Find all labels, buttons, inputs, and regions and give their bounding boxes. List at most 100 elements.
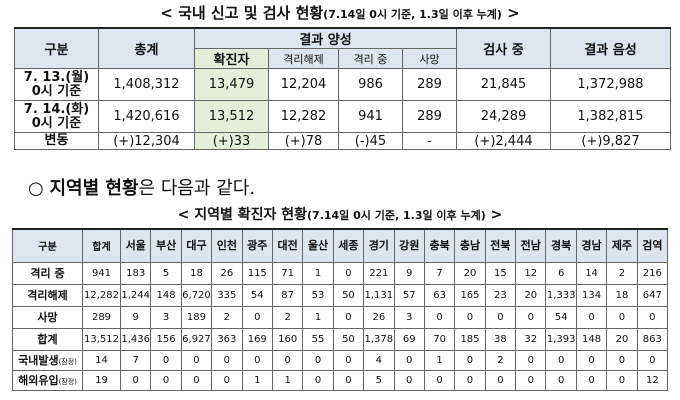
cell: 5	[363, 369, 395, 391]
cell: 0	[332, 369, 365, 391]
data-row: 국내발생(잠정) 14 7 0 0 0 0 0 0 0 4 0 1 0 2 0 0 0 0 0	[12, 349, 669, 371]
row-label: 7. 14.(화) 0시 기준	[14, 100, 99, 133]
header-cell: 전남	[515, 228, 547, 263]
cell: 26	[211, 261, 243, 285]
cell: 0	[636, 305, 669, 329]
cell: 63	[423, 283, 456, 307]
cell: 1,372,988	[550, 68, 671, 101]
cell: 1,378	[363, 327, 395, 351]
row-label-text: 격리 중	[30, 267, 65, 280]
row-label-text: 국내발생	[18, 354, 59, 367]
cell: 55	[302, 327, 334, 351]
cell: 57	[393, 283, 425, 307]
cell: 1,436	[119, 327, 152, 351]
row-label-text: 해외유입	[18, 374, 59, 387]
title-note: (7.14일 0시 기준, 1.3일 이후 누계)	[307, 209, 486, 222]
test-table: 구분 총계 결과 양성 검사 중 결과 음성 확진자 격리해제 격리 중 사망 7. 13.(월)…	[14, 27, 671, 150]
cell: 6,927	[180, 327, 213, 351]
cell: 165	[454, 283, 486, 307]
cell: 1,420,616	[98, 100, 195, 133]
row-label-note: (잠정)	[58, 358, 77, 366]
cell: 0	[575, 305, 608, 329]
cell: 0	[515, 305, 547, 329]
cell: 0	[211, 349, 243, 371]
cell: 0	[302, 349, 334, 371]
section-heading: ○ 지역별 현황은 다음과 같다.	[28, 174, 255, 200]
row-label-line: 0시 기준	[31, 115, 82, 131]
header-cell: 경기	[363, 228, 395, 263]
cell: 1	[302, 305, 334, 329]
cell: 0	[606, 349, 638, 371]
header-cell: 대구	[180, 228, 213, 263]
header-cell: 검역	[636, 228, 669, 263]
cell: 0	[150, 349, 182, 371]
cell: 1,333	[545, 283, 577, 307]
header-cell: 검사 중	[456, 27, 551, 69]
cell: 71	[271, 261, 304, 285]
cell: (+)9,827	[550, 132, 671, 150]
header-cell: 경북	[545, 228, 577, 263]
row-label: 국내발생(잠정)	[12, 349, 83, 371]
row-label-line: 7. 14.(화)	[23, 101, 90, 117]
cell: 0	[241, 305, 273, 329]
cell: 13,512	[82, 327, 121, 351]
bullet: ○	[28, 178, 44, 199]
cell: 9	[119, 305, 152, 329]
cell: 69	[393, 327, 425, 351]
cell: 21,845	[456, 68, 551, 101]
cell: (+)33	[194, 132, 269, 150]
cell: 9	[393, 261, 425, 285]
cell: 0	[515, 349, 547, 371]
cell: 986	[338, 68, 403, 101]
data-row: 7. 14.(화) 0시 기준 1,420,616 13,512 12,282 941 28…	[14, 100, 671, 133]
cell: 12	[515, 261, 547, 285]
cell: 14	[575, 261, 608, 285]
header-cell: 총계	[98, 27, 195, 69]
header-cell: 광주	[241, 228, 273, 263]
cell: (+)12,304	[98, 132, 195, 150]
header-cell: 세종	[332, 228, 365, 263]
cell: 15	[484, 261, 517, 285]
cell: 18	[606, 283, 638, 307]
cell: 115	[241, 261, 273, 285]
row-label: 7. 13.(월) 0시 기준	[14, 68, 99, 101]
cell: 0	[636, 349, 669, 371]
cell: 70	[423, 327, 456, 351]
cell: 941	[82, 261, 121, 285]
header-cell: 격리해제	[268, 48, 339, 69]
title-main: 지역별 확진자 현황	[194, 207, 308, 223]
header-cell: 울산	[302, 228, 334, 263]
table-title: < 국내 신고 및 검사 현황(7.14일 0시 기준, 1.3일 이후 누계)…	[0, 2, 680, 23]
cell: 1,131	[363, 283, 395, 307]
cell: 0	[211, 369, 243, 391]
cell: 50	[332, 283, 365, 307]
data-row: 격리 중 941 183 5 18 26 115 71 1 0 221 9 7 20 15 12 6 14 2 216	[12, 261, 669, 285]
header-row: 확진자 격리해제 격리 중 사망	[15, 48, 671, 69]
header-cell: 대전	[271, 228, 304, 263]
data-row: 합계 13,512 1,436 156 6,927 363 169 160 55 50 1,378 6…	[12, 327, 669, 351]
cell: (-)45	[338, 132, 403, 150]
cell: 148	[150, 283, 182, 307]
row-label: 변동	[14, 132, 99, 150]
cell: 0	[332, 349, 365, 371]
cell: 20	[606, 327, 638, 351]
cell: 289	[82, 305, 121, 329]
cell: 0	[484, 305, 517, 329]
header-cell: 결과 양성	[194, 27, 457, 49]
header-cell: 서울	[119, 228, 152, 263]
cell: 7	[119, 349, 152, 371]
cell: 13,479	[194, 68, 269, 101]
bracket: <	[177, 207, 190, 223]
cell: 20	[515, 283, 547, 307]
cell: 23	[484, 283, 517, 307]
data-row: 7. 13.(월) 0시 기준 1,408,312 13,479 12,204 986 28…	[14, 68, 671, 101]
header-cell: 인천	[211, 228, 243, 263]
cell: 12,282	[268, 100, 339, 133]
cell: 0	[393, 369, 425, 391]
cell: 1,244	[119, 283, 152, 307]
row-label: 격리해제	[12, 283, 83, 307]
header-cell: 사망	[402, 48, 457, 69]
cell: 0	[332, 261, 365, 285]
cell: 32	[515, 327, 547, 351]
